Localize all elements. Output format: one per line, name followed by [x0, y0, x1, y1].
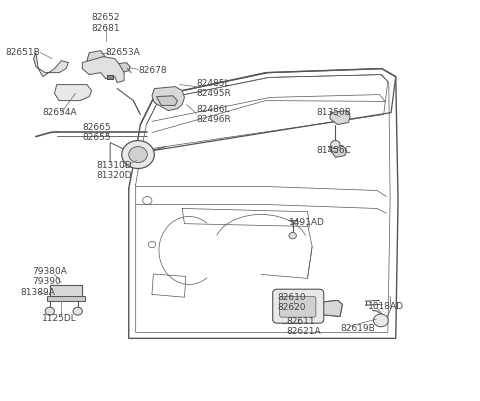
Text: 82611
82621A: 82611 82621A	[287, 316, 321, 336]
Polygon shape	[156, 96, 178, 105]
Polygon shape	[330, 111, 350, 125]
Text: 1018AD: 1018AD	[368, 302, 404, 311]
Text: 82652
82681: 82652 82681	[91, 13, 120, 32]
Polygon shape	[82, 57, 124, 83]
Polygon shape	[152, 87, 184, 111]
Text: 82485L
82495R: 82485L 82495R	[196, 79, 231, 99]
Circle shape	[289, 233, 296, 239]
Text: 82619B: 82619B	[340, 324, 375, 333]
Polygon shape	[328, 145, 347, 157]
Text: 1125DL: 1125DL	[42, 314, 76, 323]
Circle shape	[331, 141, 340, 148]
Polygon shape	[34, 53, 68, 77]
Text: 82486L
82496R: 82486L 82496R	[196, 105, 231, 124]
Text: 82610
82620: 82610 82620	[277, 292, 306, 312]
Text: 79380A
79390: 79380A 79390	[33, 267, 68, 286]
Text: 81310D
81320D: 81310D 81320D	[96, 161, 132, 180]
Text: 81350B: 81350B	[317, 108, 352, 117]
Circle shape	[122, 141, 154, 168]
Polygon shape	[87, 51, 106, 65]
FancyBboxPatch shape	[273, 289, 324, 323]
Circle shape	[73, 307, 82, 315]
Circle shape	[45, 307, 54, 315]
Bar	[50, 285, 82, 297]
Text: 82651B: 82651B	[6, 48, 40, 57]
Text: 81456C: 81456C	[317, 146, 352, 155]
Bar	[48, 296, 84, 301]
Polygon shape	[319, 300, 342, 316]
Text: 82678: 82678	[138, 66, 167, 75]
FancyBboxPatch shape	[280, 296, 316, 317]
Text: 82665
82655: 82665 82655	[82, 123, 111, 142]
Text: 81389A: 81389A	[21, 288, 55, 297]
Text: 82654A: 82654A	[43, 108, 77, 117]
Text: 82653A: 82653A	[106, 48, 140, 57]
Circle shape	[373, 314, 388, 327]
Text: 1491AD: 1491AD	[289, 218, 325, 227]
Polygon shape	[117, 63, 130, 73]
Polygon shape	[107, 75, 113, 79]
Circle shape	[129, 146, 147, 162]
Polygon shape	[54, 85, 92, 101]
